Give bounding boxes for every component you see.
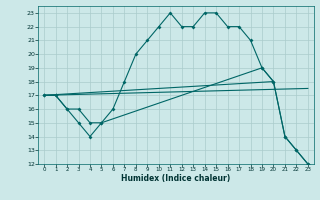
X-axis label: Humidex (Indice chaleur): Humidex (Indice chaleur) bbox=[121, 174, 231, 183]
